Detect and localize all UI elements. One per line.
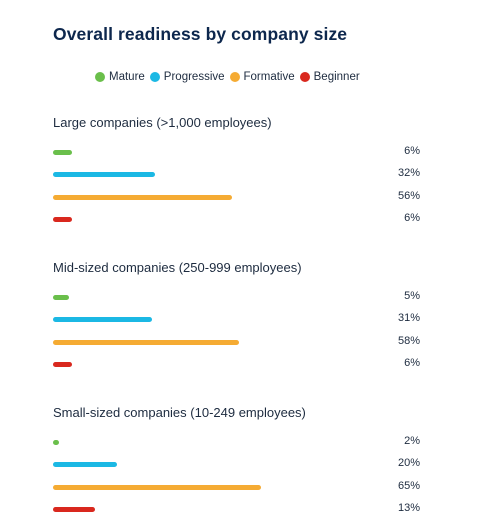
bar-row-formative: 56%	[53, 190, 433, 204]
value-label-beginner: 6%	[404, 357, 420, 369]
bar-track	[53, 485, 373, 490]
chart-title: Overall readiness by company size	[53, 24, 348, 44]
bar-track	[53, 507, 373, 512]
value-label-beginner: 6%	[404, 212, 420, 224]
bar-track	[53, 317, 373, 322]
legend-item-beginner: Beginner	[299, 71, 360, 83]
legend-label-beginner: Beginner	[313, 71, 360, 83]
group-title: Small-sized companies (10-249 employees)	[53, 405, 306, 420]
bar-track	[53, 172, 373, 177]
value-label-progressive: 32%	[397, 167, 420, 179]
bar-formative	[53, 195, 233, 200]
bar-track	[53, 295, 373, 300]
legend-dot-beginner	[299, 72, 310, 82]
group-title: Large companies (>1,000 employees)	[53, 115, 272, 130]
bar-track	[53, 217, 373, 222]
legend-label-progressive: Progressive	[163, 71, 225, 83]
legend-item-formative: Formative	[229, 71, 295, 83]
bar-track	[53, 340, 373, 345]
legend: Mature Progressive Formative Beginner	[95, 69, 365, 85]
bar-row-mature: 2%	[53, 435, 433, 449]
bar-row-beginner: 6%	[53, 357, 433, 371]
value-label-mature: 6%	[404, 145, 420, 157]
bar-row-formative: 65%	[53, 480, 433, 494]
value-label-mature: 2%	[404, 435, 420, 447]
value-label-formative: 65%	[397, 480, 420, 492]
bar-mature	[53, 150, 73, 155]
value-label-formative: 56%	[397, 190, 420, 202]
legend-label-formative: Formative	[243, 71, 295, 83]
bar-row-beginner: 6%	[53, 212, 433, 226]
bar-formative	[53, 485, 261, 490]
bar-row-progressive: 32%	[53, 167, 433, 181]
bar-formative	[53, 340, 239, 345]
legend-dot-mature	[95, 72, 105, 82]
legend-item-progressive: Progressive	[149, 71, 225, 83]
bar-mature	[53, 295, 69, 300]
bar-beginner	[53, 217, 73, 222]
bar-progressive	[53, 172, 156, 177]
bar-beginner	[53, 507, 95, 512]
group-title: Mid-sized companies (250-999 employees)	[53, 260, 302, 275]
bar-mature	[53, 440, 60, 445]
legend-label-mature: Mature	[109, 71, 145, 83]
bar-row-progressive: 20%	[53, 457, 433, 471]
value-label-mature: 5%	[404, 290, 420, 302]
value-label-formative: 58%	[397, 335, 420, 347]
bar-track	[53, 462, 373, 467]
bar-track	[53, 195, 373, 200]
bar-track	[53, 150, 373, 155]
bar-row-progressive: 31%	[53, 312, 433, 326]
value-label-progressive: 20%	[397, 457, 420, 469]
bar-track	[53, 440, 373, 445]
value-label-progressive: 31%	[397, 312, 420, 324]
bar-beginner	[53, 362, 73, 367]
bar-row-mature: 5%	[53, 290, 433, 304]
bar-row-mature: 6%	[53, 145, 433, 159]
value-label-beginner: 13%	[397, 502, 420, 514]
legend-dot-formative	[229, 72, 240, 82]
legend-item-mature: Mature	[95, 71, 145, 83]
bar-track	[53, 362, 373, 367]
bar-progressive	[53, 317, 153, 322]
bar-row-formative: 58%	[53, 335, 433, 349]
bar-progressive	[53, 462, 117, 467]
bar-row-beginner: 13%	[53, 502, 433, 516]
legend-dot-progressive	[149, 72, 160, 82]
